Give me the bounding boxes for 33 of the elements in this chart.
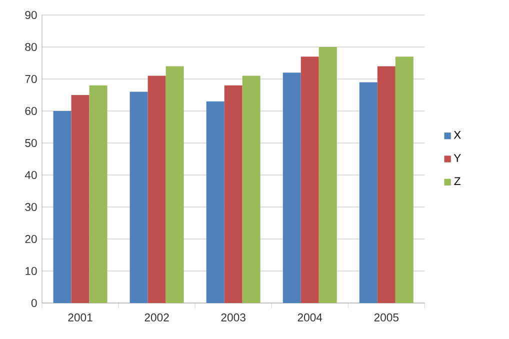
legend-label: Z	[454, 177, 460, 186]
x-tick-label: 2004	[298, 313, 322, 322]
y-tick-label: 70	[25, 75, 37, 84]
bar	[300, 56, 319, 303]
x-tick-label: 2005	[374, 313, 399, 322]
y-tick-label: 20	[25, 235, 37, 244]
y-tick-label: 50	[25, 139, 37, 148]
x-tick-label: 2003	[221, 313, 246, 322]
y-tick-label: 40	[24, 171, 37, 180]
bar	[377, 66, 396, 303]
bar	[148, 76, 166, 303]
x-tick-label: 2001	[68, 313, 92, 322]
y-tick-label: 0	[31, 298, 37, 308]
bar	[395, 56, 414, 303]
y-tick-label: 30	[25, 203, 37, 212]
bar	[206, 101, 224, 303]
y-tick-label: 10	[26, 266, 37, 276]
legend-label: X	[454, 130, 461, 139]
bar	[166, 66, 184, 303]
y-tick-label: 60	[25, 107, 37, 116]
x-tick-label: 2002	[144, 313, 169, 322]
y-tick-label: 90	[25, 11, 37, 20]
bar	[53, 111, 72, 303]
bar	[242, 76, 260, 303]
bar	[318, 47, 337, 303]
bar	[89, 85, 108, 303]
bar	[224, 85, 242, 303]
bar	[130, 92, 148, 303]
legend-label: Y	[454, 154, 461, 162]
y-tick-label: 80	[25, 43, 37, 52]
bar	[359, 82, 378, 303]
bar	[282, 72, 301, 303]
bar	[71, 95, 90, 303]
